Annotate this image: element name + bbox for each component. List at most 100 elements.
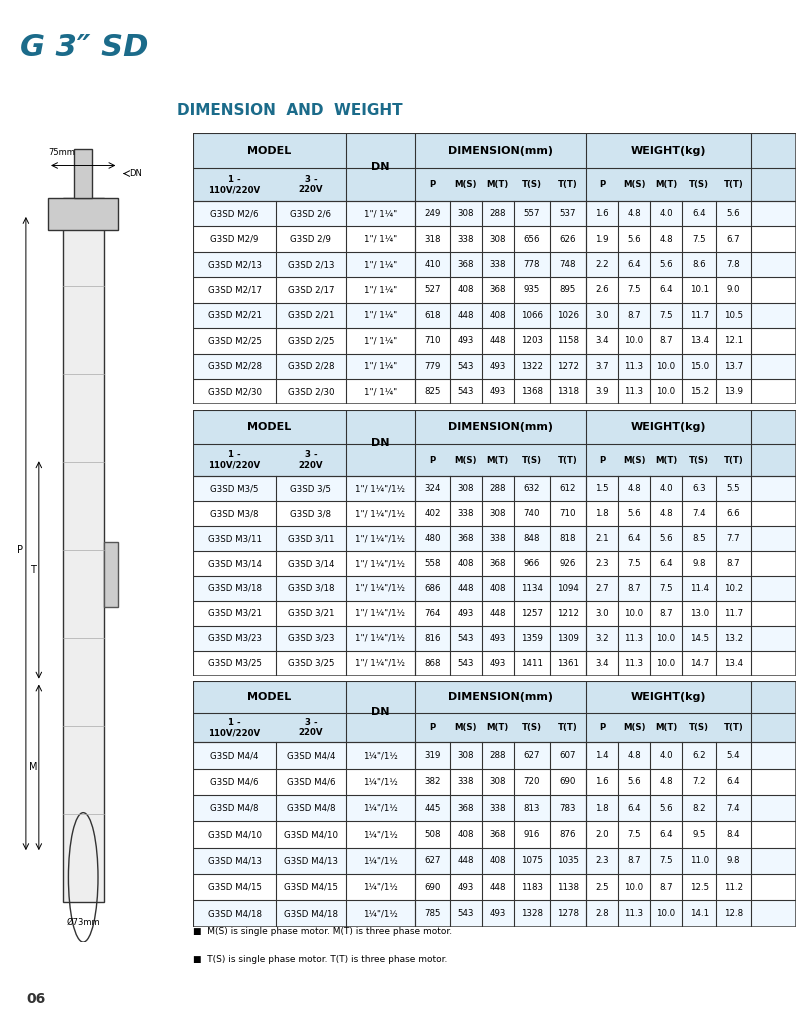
- Bar: [193, 651, 795, 676]
- Text: T(T): T(T): [557, 723, 577, 732]
- Text: 13.2: 13.2: [723, 634, 742, 643]
- Text: G3SD M2/25: G3SD M2/25: [207, 336, 261, 345]
- Text: 710: 710: [423, 336, 440, 345]
- Bar: [193, 900, 795, 927]
- Bar: [193, 201, 795, 226]
- Text: 5.6: 5.6: [658, 260, 672, 269]
- Text: 1368: 1368: [520, 387, 542, 396]
- Text: 338: 338: [489, 804, 505, 813]
- Text: 10.0: 10.0: [624, 336, 643, 345]
- Text: 10.1: 10.1: [689, 286, 708, 295]
- Text: 1318: 1318: [556, 387, 578, 396]
- Text: 1 -
110V/220V: 1 - 110V/220V: [208, 175, 260, 195]
- Text: 6.6: 6.6: [726, 509, 740, 518]
- Text: 448: 448: [489, 883, 505, 892]
- Text: G3SD M2/21: G3SD M2/21: [207, 311, 261, 319]
- Text: 1"/ 1¼"/1½: 1"/ 1¼"/1½: [355, 535, 405, 543]
- Text: G3SD M3/11: G3SD M3/11: [207, 535, 261, 543]
- Text: 408: 408: [489, 311, 505, 319]
- Text: 848: 848: [523, 535, 540, 543]
- Text: 8.2: 8.2: [691, 804, 705, 813]
- Text: 764: 764: [423, 609, 440, 617]
- Text: 7.4: 7.4: [726, 804, 740, 813]
- Text: DIMENSION(mm): DIMENSION(mm): [447, 422, 552, 432]
- Text: 785: 785: [423, 909, 440, 919]
- Text: ■  T(S) is single phase motor. T(T) is three phase motor.: ■ T(S) is single phase motor. T(T) is th…: [193, 954, 446, 964]
- Text: 1.9: 1.9: [594, 234, 608, 244]
- Text: G3SD M4/10: G3SD M4/10: [283, 830, 337, 839]
- Text: P: P: [598, 180, 605, 189]
- Text: 543: 543: [457, 909, 474, 919]
- Text: 8.7: 8.7: [658, 883, 672, 892]
- Text: G3SD M2/13: G3SD M2/13: [207, 260, 261, 269]
- Text: 75mm: 75mm: [48, 148, 75, 158]
- Text: 338: 338: [457, 234, 474, 244]
- Text: DN: DN: [370, 438, 389, 447]
- Bar: [193, 278, 795, 303]
- Text: G3SD M2/6: G3SD M2/6: [210, 209, 259, 218]
- Text: 11.7: 11.7: [723, 609, 742, 617]
- Text: DN: DN: [370, 162, 389, 172]
- Text: 1 -
110V/220V: 1 - 110V/220V: [208, 718, 260, 737]
- Text: G3SD 3/25: G3SD 3/25: [287, 658, 334, 668]
- Text: 1¼"/1½: 1¼"/1½: [362, 751, 397, 760]
- Text: G3SD 2/9: G3SD 2/9: [290, 234, 331, 244]
- Text: M(T): M(T): [486, 180, 508, 189]
- Text: 6.7: 6.7: [726, 234, 740, 244]
- Text: 402: 402: [423, 509, 440, 518]
- Text: 6.4: 6.4: [726, 777, 740, 786]
- Text: G3SD M2/9: G3SD M2/9: [210, 234, 259, 244]
- Text: 13.4: 13.4: [723, 658, 742, 668]
- Text: 4.8: 4.8: [626, 484, 640, 494]
- Text: 1.8: 1.8: [594, 804, 608, 813]
- Bar: [193, 226, 795, 252]
- Text: 2.6: 2.6: [594, 286, 608, 295]
- Text: 12.1: 12.1: [723, 336, 742, 345]
- Text: G3SD 3/5: G3SD 3/5: [290, 484, 331, 494]
- Text: 6.4: 6.4: [626, 804, 640, 813]
- Text: 308: 308: [457, 484, 474, 494]
- Text: 308: 308: [489, 777, 505, 786]
- Text: G 3″ SD: G 3″ SD: [20, 34, 149, 62]
- Text: 368: 368: [457, 804, 474, 813]
- Text: 690: 690: [559, 777, 576, 786]
- Text: 11.3: 11.3: [624, 387, 643, 396]
- Text: T(T): T(T): [557, 180, 577, 189]
- Text: 627: 627: [523, 751, 540, 760]
- Text: 2.1: 2.1: [594, 535, 608, 543]
- Text: WEIGHT(kg): WEIGHT(kg): [630, 422, 705, 432]
- Text: 1¼"/1½: 1¼"/1½: [362, 883, 397, 892]
- Text: 1309: 1309: [556, 634, 578, 643]
- Text: G3SD 3/18: G3SD 3/18: [287, 584, 334, 593]
- Text: 543: 543: [457, 361, 474, 371]
- Text: 10.0: 10.0: [655, 634, 675, 643]
- Text: 816: 816: [423, 634, 440, 643]
- Text: 1"/ 1¼": 1"/ 1¼": [363, 361, 397, 371]
- Text: 493: 493: [457, 336, 474, 345]
- Text: 10.0: 10.0: [655, 658, 675, 668]
- Text: 1¼"/1½: 1¼"/1½: [362, 804, 397, 813]
- Text: 1359: 1359: [520, 634, 542, 643]
- Text: 1361: 1361: [556, 658, 578, 668]
- Text: 3.9: 3.9: [594, 387, 608, 396]
- Text: 9.5: 9.5: [691, 830, 705, 839]
- Text: ■  M(S) is single phase motor. M(T) is three phase motor.: ■ M(S) is single phase motor. M(T) is th…: [193, 927, 451, 936]
- Text: 8.7: 8.7: [626, 584, 640, 593]
- Text: 627: 627: [423, 856, 440, 865]
- Text: 1"/ 1¼": 1"/ 1¼": [363, 260, 397, 269]
- Text: 324: 324: [423, 484, 440, 494]
- Text: 8.4: 8.4: [726, 830, 740, 839]
- Text: G3SD 2/17: G3SD 2/17: [287, 286, 334, 295]
- Text: 3.4: 3.4: [594, 336, 608, 345]
- Text: 10.2: 10.2: [723, 584, 742, 593]
- Text: 1.5: 1.5: [594, 484, 608, 494]
- Text: 3 -
220V: 3 - 220V: [298, 175, 323, 195]
- Text: 448: 448: [489, 336, 505, 345]
- Text: 612: 612: [559, 484, 576, 494]
- Text: Ø73mm: Ø73mm: [67, 918, 100, 927]
- Text: M(S): M(S): [454, 723, 476, 732]
- Text: 1183: 1183: [520, 883, 542, 892]
- Text: G3SD 3/8: G3SD 3/8: [290, 509, 331, 518]
- Text: 4.8: 4.8: [626, 751, 640, 760]
- Text: 3.7: 3.7: [594, 361, 608, 371]
